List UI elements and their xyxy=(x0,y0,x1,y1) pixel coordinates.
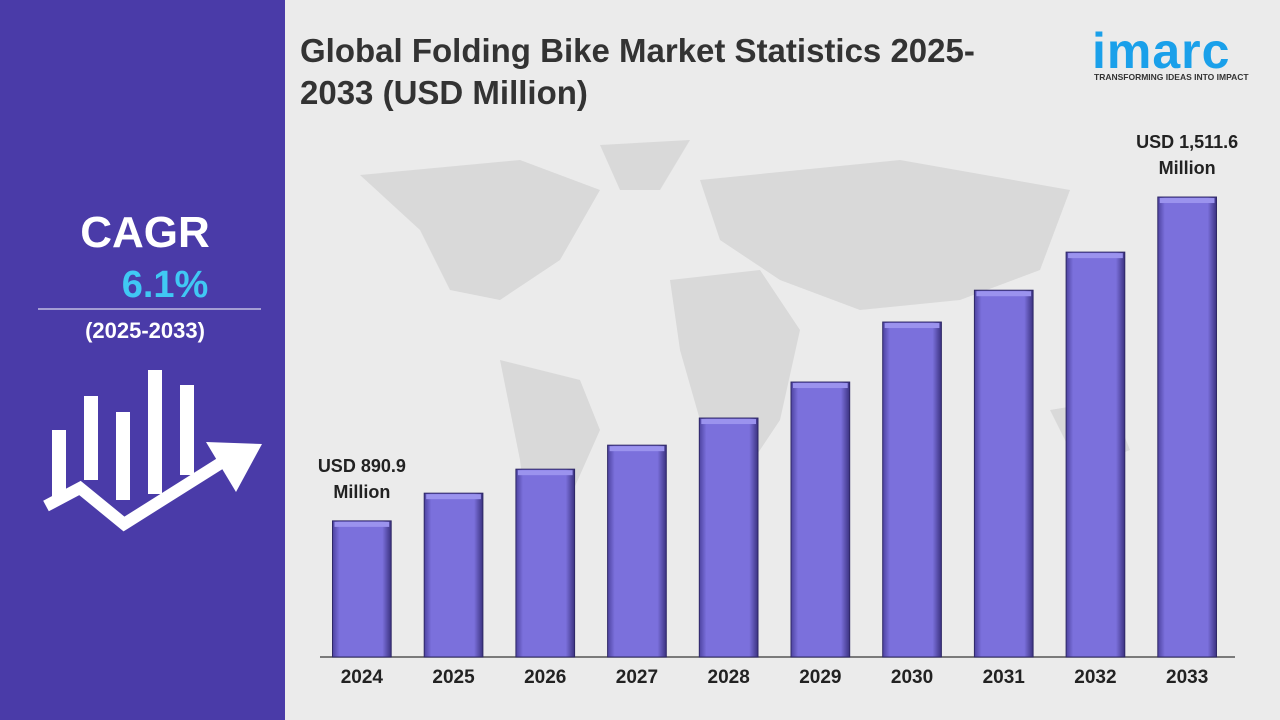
bar-cap xyxy=(426,494,481,500)
bar-cap xyxy=(517,470,573,476)
x-tick-label: 2024 xyxy=(341,667,384,688)
bar-cap xyxy=(1159,198,1215,204)
bar xyxy=(698,417,759,658)
bar-cap xyxy=(884,323,940,329)
bar xyxy=(515,468,576,658)
bar xyxy=(423,492,484,658)
logo: imarc xyxy=(1092,23,1231,79)
x-tick-label: 2028 xyxy=(708,667,750,688)
x-tick-label: 2026 xyxy=(524,667,566,688)
bar-cap xyxy=(1068,253,1123,259)
x-tick-label: 2032 xyxy=(1074,667,1116,688)
x-tick-label: 2030 xyxy=(891,667,933,688)
icon-bars xyxy=(52,370,194,500)
x-tick-label: 2027 xyxy=(616,667,658,688)
bar xyxy=(1157,196,1217,658)
value-label: USD 1,511.6 Million xyxy=(1136,132,1239,179)
bar-cap xyxy=(976,291,1032,297)
x-tick-label: 2029 xyxy=(799,667,841,688)
value-label: USD 890.9 Million xyxy=(317,455,406,502)
bar xyxy=(790,381,851,658)
x-tick-label: 2025 xyxy=(432,667,475,688)
bar-cap xyxy=(609,446,665,452)
cagr-period: (2025-2033) xyxy=(85,318,205,343)
growth-icon xyxy=(38,308,262,532)
cagr-label: CAGR xyxy=(80,208,210,257)
logo-tagline: TRANSFORMING IDEAS INTO IMPACT xyxy=(1094,72,1249,82)
bar xyxy=(332,520,392,658)
x-tick-label: 2031 xyxy=(983,667,1026,688)
world-map xyxy=(360,140,1130,540)
bar-cap xyxy=(793,383,848,389)
bar xyxy=(973,289,1034,658)
bar xyxy=(1065,251,1126,658)
bar xyxy=(607,444,667,658)
sidebar: CAGR 6.1% (2025-2033) xyxy=(0,0,285,720)
chart-title: Global Folding Bike Market Statistics 20… xyxy=(300,32,975,111)
cagr-value: 6.1% xyxy=(121,264,209,306)
bar-cap xyxy=(334,521,390,527)
bar-cap xyxy=(701,419,756,425)
bar xyxy=(882,321,942,658)
x-tick-label: 2033 xyxy=(1166,667,1208,688)
